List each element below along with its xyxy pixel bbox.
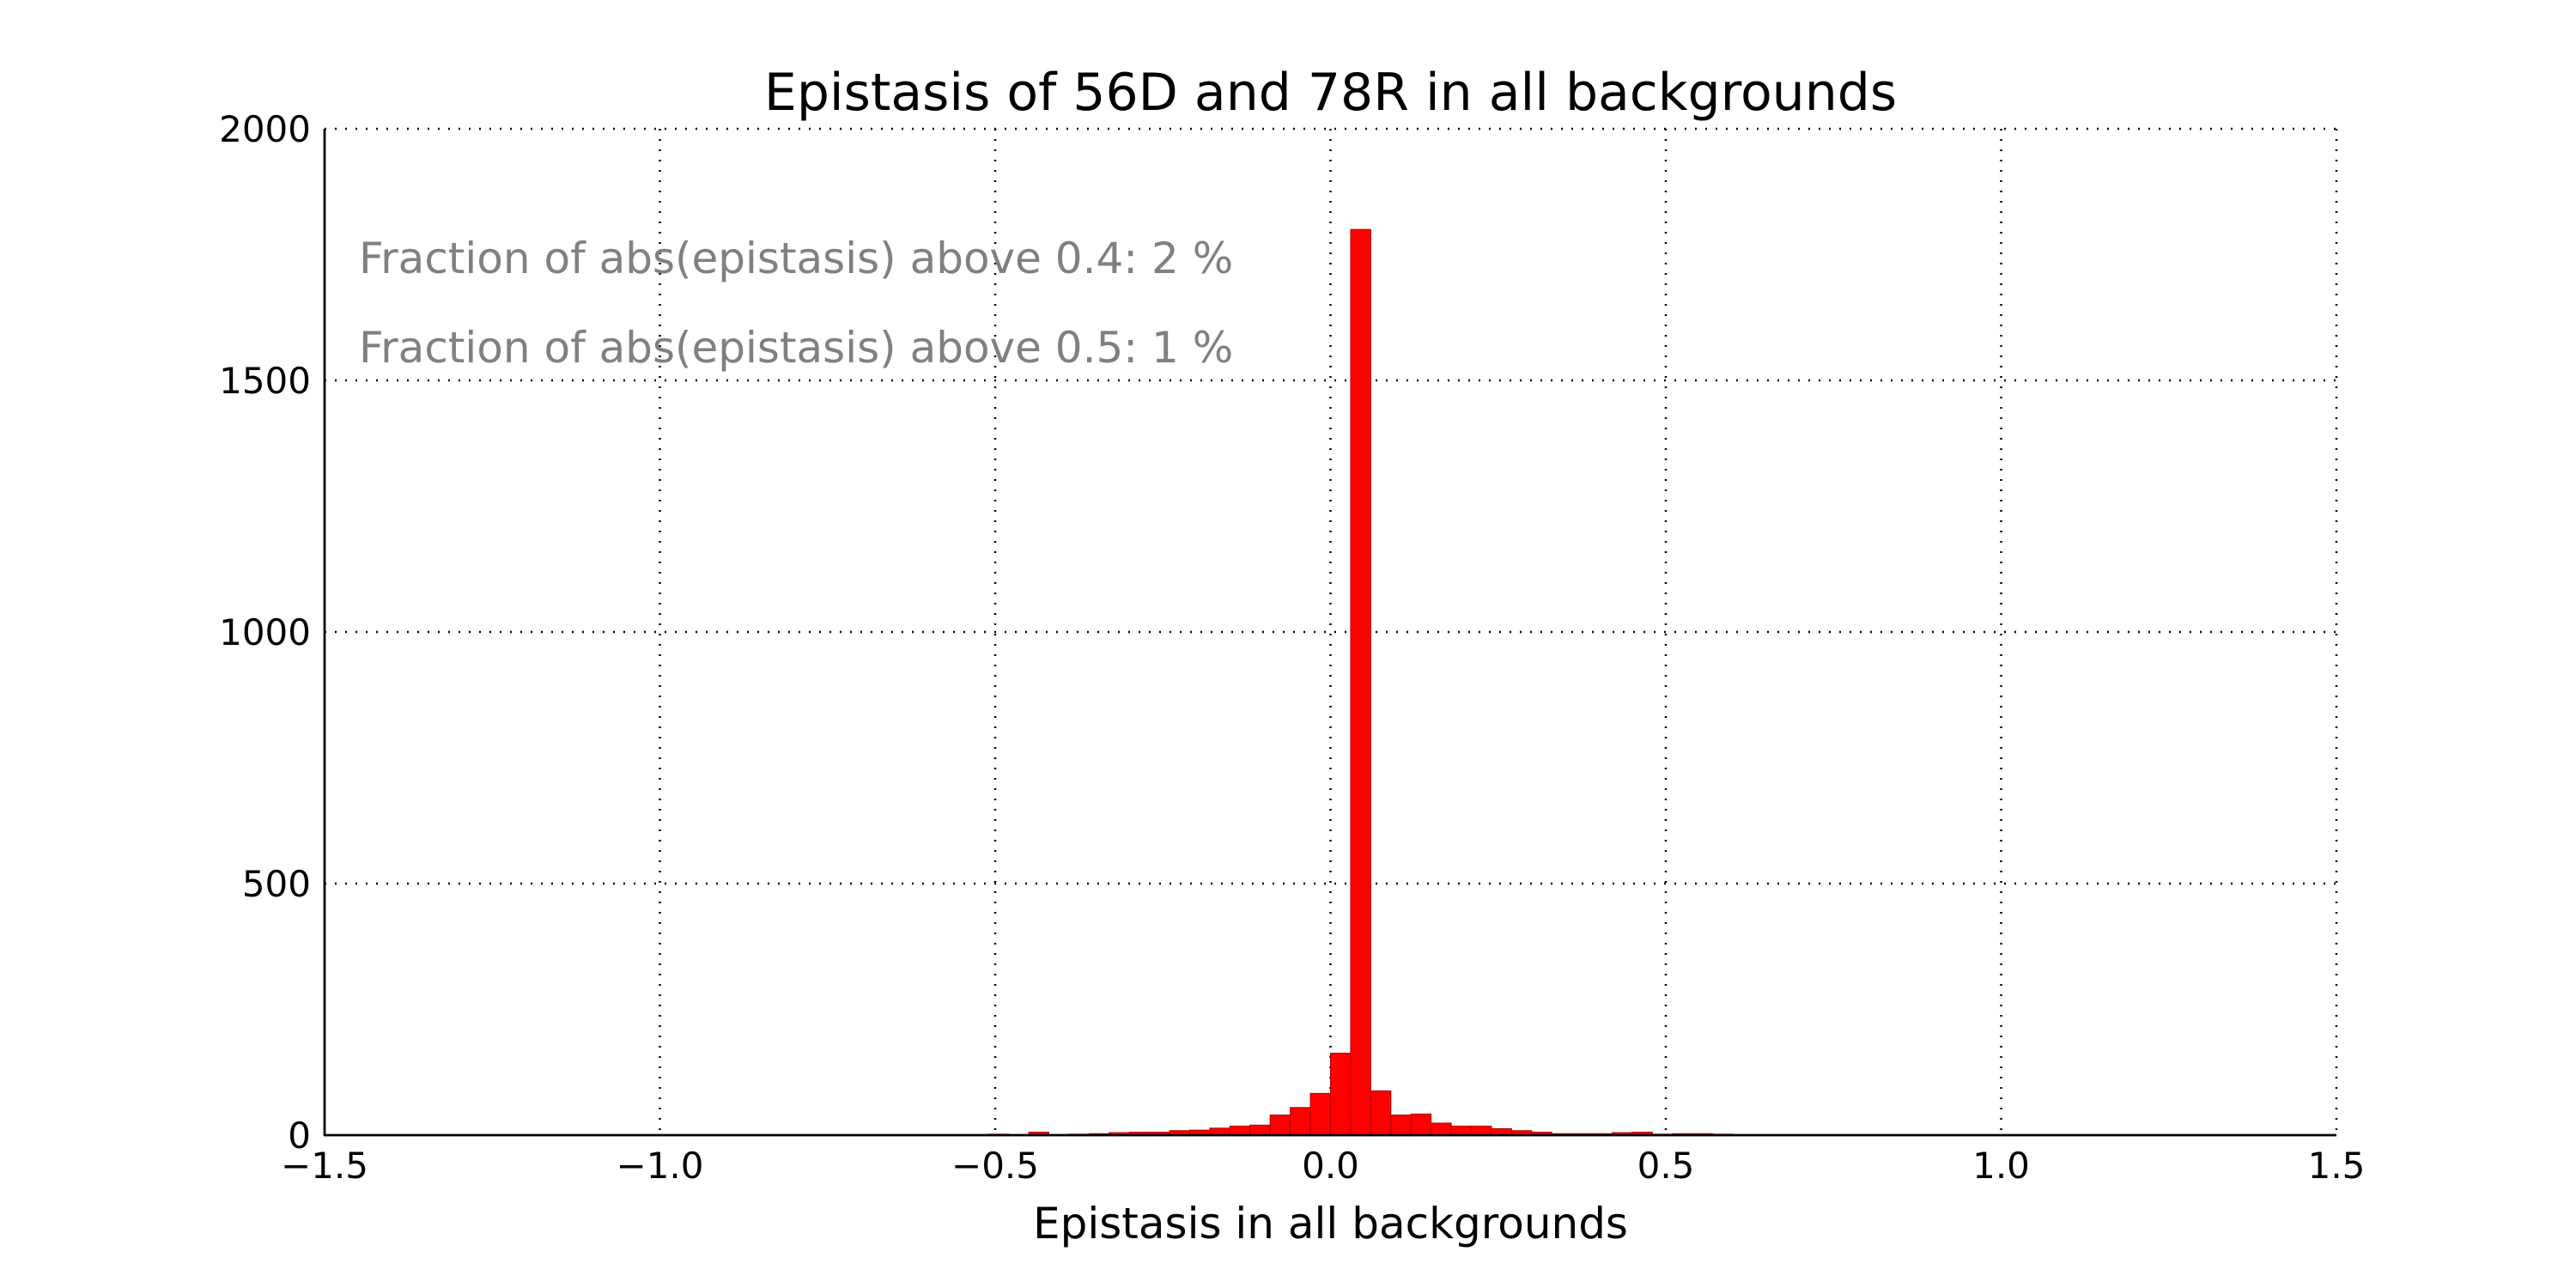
x-tick-labels: −1.5 −1.0 −0.5 0.0 0.5 1.0 1.5 bbox=[281, 1145, 2365, 1187]
x-tick-label: 0.0 bbox=[1302, 1145, 1359, 1187]
x-tick-label: 0.5 bbox=[1637, 1145, 1695, 1187]
y-tick-label: 1500 bbox=[219, 360, 311, 402]
y-tick-labels: 0 500 1000 1500 2000 bbox=[219, 108, 311, 1157]
y-tick-label: 0 bbox=[288, 1115, 311, 1157]
x-tick-label: 1.5 bbox=[2308, 1145, 2366, 1187]
histogram-bar bbox=[1290, 1107, 1311, 1136]
histogram-bar bbox=[1471, 1125, 1492, 1136]
histogram-bar bbox=[1350, 228, 1371, 1136]
histogram-bar bbox=[1249, 1124, 1271, 1136]
annotation-fraction-above-0-5: Fraction of abs(epistasis) above 0.5: 1 … bbox=[359, 323, 1233, 373]
histogram-bar bbox=[1330, 1052, 1352, 1136]
histogram-bar bbox=[1269, 1115, 1291, 1136]
histogram-bar bbox=[1410, 1113, 1432, 1136]
y-tick-label: 500 bbox=[242, 863, 311, 905]
histogram-bar bbox=[1431, 1122, 1452, 1136]
plot-frame bbox=[323, 127, 2338, 1137]
x-tick-label: −1.0 bbox=[617, 1145, 704, 1187]
x-tick-label: −0.5 bbox=[951, 1145, 1039, 1187]
x-axis-label: Epistasis in all backgrounds bbox=[1033, 1199, 1628, 1249]
histogram-bar bbox=[1309, 1092, 1331, 1136]
histogram-bar bbox=[1390, 1115, 1412, 1136]
histogram-bar bbox=[1229, 1125, 1251, 1136]
histogram-bar bbox=[1370, 1090, 1392, 1136]
y-tick-label: 2000 bbox=[219, 108, 311, 150]
bars-layer bbox=[987, 228, 1734, 1136]
x-tick-label: −1.5 bbox=[281, 1145, 368, 1187]
x-tick-label: 1.0 bbox=[1972, 1145, 2030, 1187]
histogram-bar bbox=[1450, 1125, 1473, 1136]
chart-title: Epistasis of 56D and 78R in all backgrou… bbox=[764, 63, 1897, 123]
y-tick-label: 1000 bbox=[219, 611, 311, 653]
annotation-fraction-above-0-4: Fraction of abs(epistasis) above 0.4: 2 … bbox=[359, 234, 1233, 283]
